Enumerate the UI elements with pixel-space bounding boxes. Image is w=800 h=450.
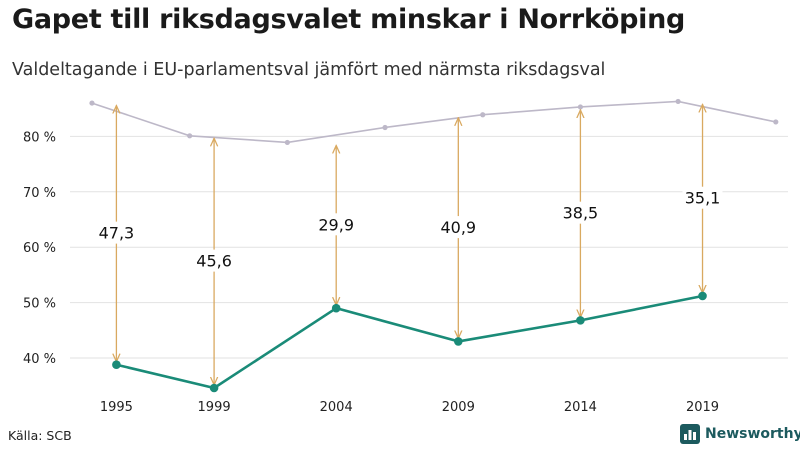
gap-label: 29,9 bbox=[318, 215, 354, 234]
gap-arrows: 47,3 45,6 29,9 40,9 38,5 35,1 bbox=[96, 104, 723, 385]
bar-chart-logo-icon bbox=[680, 424, 700, 444]
chart-subtitle: Valdeltagande i EU-parlamentsval jämfört… bbox=[12, 60, 606, 80]
gap-label-bg bbox=[96, 221, 137, 244]
axis-labels: 40 % 50 % 60 % 70 % 80 % 1995 1999 2004 2009 2014… bbox=[23, 130, 719, 415]
chart-title: Gapet till riksdagsvalet minskar i Norrk… bbox=[12, 4, 686, 35]
gap-label: 47,3 bbox=[99, 224, 135, 243]
eu-series bbox=[112, 291, 707, 393]
eu-point bbox=[331, 303, 341, 313]
source-note: Källa: SCB bbox=[8, 428, 72, 443]
riksdag-point bbox=[89, 100, 95, 106]
riksdag-point bbox=[675, 98, 681, 105]
riksdag-point bbox=[382, 124, 388, 131]
riksdag-series bbox=[89, 98, 779, 146]
riksdag-line bbox=[91, 100, 776, 144]
eu-point bbox=[698, 291, 707, 301]
gap-label: 45,6 bbox=[196, 252, 232, 271]
eu-point bbox=[112, 360, 121, 370]
eu-point bbox=[454, 337, 463, 346]
riksdag-point bbox=[480, 112, 486, 118]
gap-label-bg bbox=[316, 213, 357, 236]
gap-label-bg bbox=[560, 201, 601, 224]
y-tick-label: 60 % bbox=[23, 241, 56, 256]
eu-point bbox=[209, 383, 219, 393]
newsworthy-logo[interactable]: Newsworthy bbox=[680, 424, 800, 444]
x-tick-label: 2004 bbox=[320, 400, 353, 415]
x-tick-label: 2019 bbox=[686, 400, 719, 415]
gap-label: 40,9 bbox=[440, 218, 476, 237]
x-tick-label: 2014 bbox=[564, 400, 597, 415]
riksdag-point bbox=[187, 133, 193, 139]
y-tick-label: 70 % bbox=[23, 186, 56, 201]
gap-label-bg bbox=[438, 216, 479, 239]
y-tick-label: 40 % bbox=[23, 352, 56, 367]
grid-lines bbox=[70, 135, 788, 359]
brand-label: Newsworthy bbox=[705, 426, 800, 442]
eu-point bbox=[576, 316, 585, 325]
gap-label: 38,5 bbox=[563, 204, 599, 223]
eu-line bbox=[116, 294, 703, 390]
gap-label: 35,1 bbox=[685, 189, 721, 208]
y-tick-label: 80 % bbox=[23, 130, 56, 145]
riksdag-point bbox=[284, 139, 290, 146]
x-tick-label: 1995 bbox=[100, 400, 133, 415]
y-tick-label: 50 % bbox=[23, 297, 56, 312]
x-tick-label: 2009 bbox=[442, 400, 475, 415]
riksdag-point bbox=[577, 104, 584, 110]
riksdag-point bbox=[773, 119, 779, 125]
x-tick-label: 1999 bbox=[198, 400, 231, 415]
gap-label-bg bbox=[682, 186, 723, 209]
gap-label-bg bbox=[194, 249, 235, 272]
